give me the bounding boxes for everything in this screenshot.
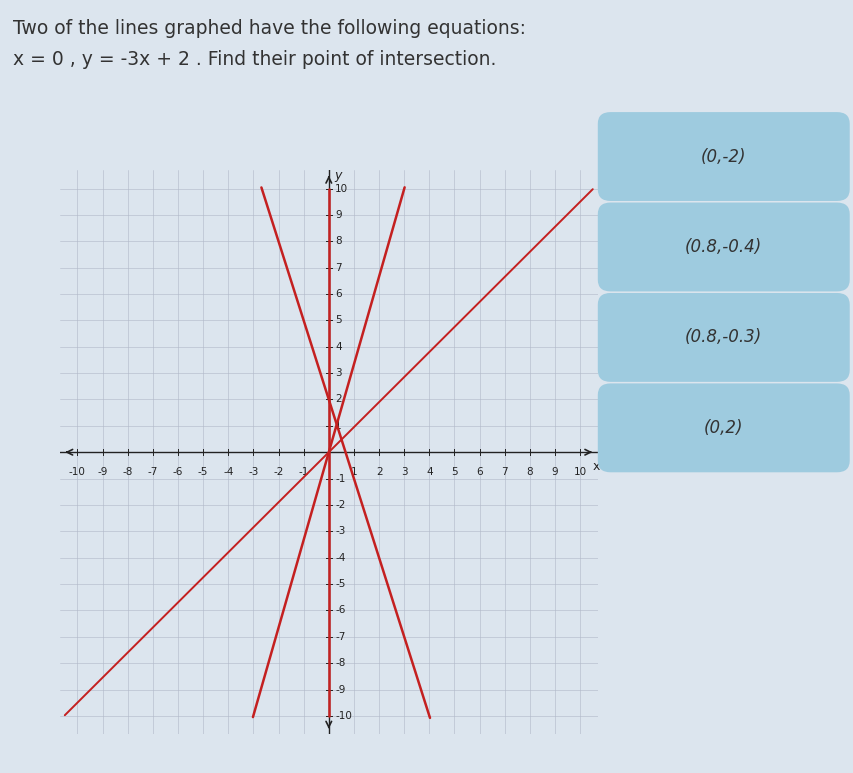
Text: 5: 5	[450, 467, 457, 477]
Text: -4: -4	[223, 467, 233, 477]
Text: -1: -1	[334, 474, 345, 484]
Text: -3: -3	[248, 467, 258, 477]
Text: -10: -10	[334, 711, 351, 721]
Text: -8: -8	[334, 658, 345, 668]
Text: Two of the lines graphed have the following equations:: Two of the lines graphed have the follow…	[13, 19, 525, 39]
Text: -7: -7	[148, 467, 158, 477]
Text: -8: -8	[122, 467, 133, 477]
Text: 7: 7	[334, 263, 341, 273]
Text: 1: 1	[334, 421, 341, 431]
Text: -9: -9	[97, 467, 107, 477]
Text: -5: -5	[198, 467, 208, 477]
Text: 6: 6	[476, 467, 483, 477]
Text: 8: 8	[526, 467, 532, 477]
Text: 7: 7	[501, 467, 508, 477]
Text: 2: 2	[334, 394, 341, 404]
Text: 4: 4	[426, 467, 432, 477]
Text: x = 0 , y = -3x + 2 . Find their point of intersection.: x = 0 , y = -3x + 2 . Find their point o…	[13, 50, 496, 70]
Text: 1: 1	[351, 467, 357, 477]
Text: -3: -3	[334, 526, 345, 536]
Text: 10: 10	[334, 183, 348, 193]
Text: y: y	[334, 169, 341, 182]
Text: 4: 4	[334, 342, 341, 352]
Text: -2: -2	[273, 467, 283, 477]
Text: 2: 2	[375, 467, 382, 477]
Text: -9: -9	[334, 685, 345, 694]
Text: (0.8,-0.4): (0.8,-0.4)	[684, 238, 762, 256]
Text: 9: 9	[551, 467, 558, 477]
Text: -7: -7	[334, 632, 345, 642]
Text: -5: -5	[334, 579, 345, 589]
Text: -1: -1	[298, 467, 309, 477]
Text: x: x	[592, 460, 599, 473]
Text: 10: 10	[573, 467, 586, 477]
Text: 8: 8	[334, 237, 341, 247]
Text: -10: -10	[69, 467, 85, 477]
Text: -6: -6	[334, 605, 345, 615]
Text: 5: 5	[334, 315, 341, 325]
Text: 9: 9	[334, 210, 341, 220]
Text: -4: -4	[334, 553, 345, 563]
Text: (0,2): (0,2)	[703, 419, 743, 437]
Text: 3: 3	[334, 368, 341, 378]
Text: (0,-2): (0,-2)	[700, 148, 746, 165]
Text: 6: 6	[334, 289, 341, 299]
Text: -6: -6	[172, 467, 183, 477]
Text: 3: 3	[400, 467, 407, 477]
Text: -2: -2	[334, 500, 345, 510]
Text: (0.8,-0.3): (0.8,-0.3)	[684, 329, 762, 346]
